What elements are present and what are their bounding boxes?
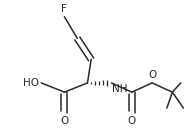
Text: O: O bbox=[128, 116, 136, 126]
Text: F: F bbox=[61, 4, 67, 14]
Text: NH: NH bbox=[112, 84, 128, 94]
Text: O: O bbox=[60, 116, 68, 126]
Text: HO: HO bbox=[23, 78, 39, 88]
Text: O: O bbox=[148, 70, 156, 80]
